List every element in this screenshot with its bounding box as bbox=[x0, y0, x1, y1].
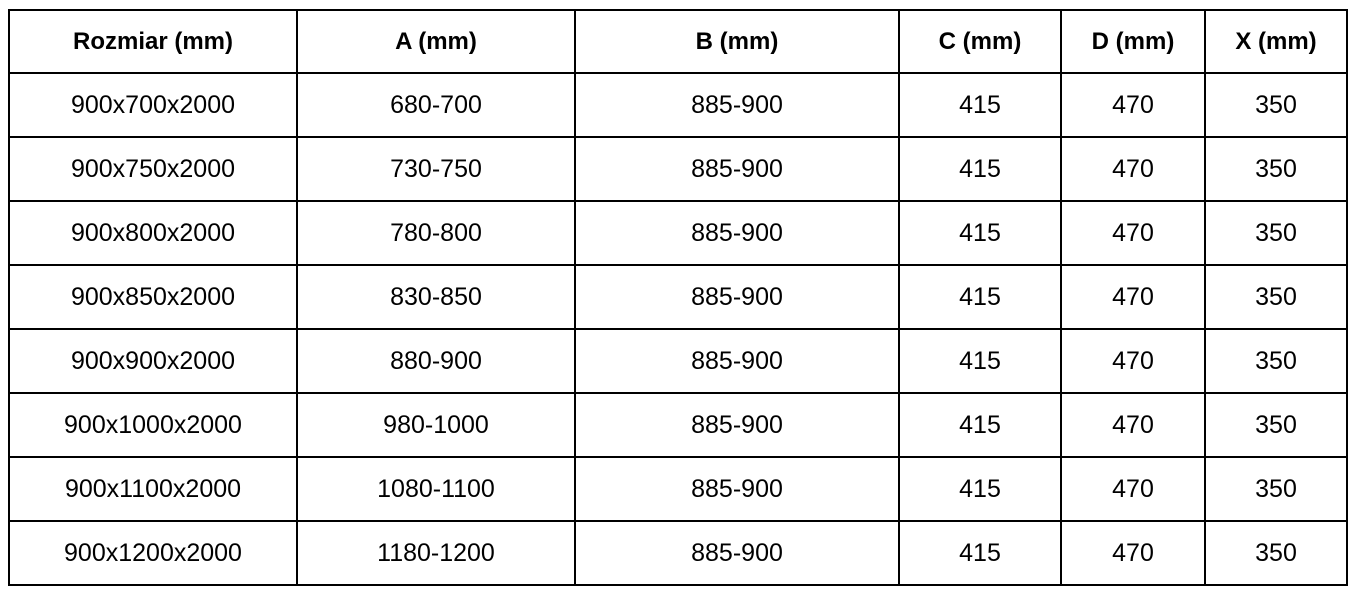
cell-b: 885-900 bbox=[574, 72, 900, 138]
cell-size: 900x1200x2000 bbox=[8, 520, 298, 586]
cell-c: 415 bbox=[898, 264, 1062, 330]
cell-a: 1180-1200 bbox=[296, 520, 576, 586]
table-row: 900x800x2000 780-800 885-900 415 470 350 bbox=[8, 200, 1348, 266]
cell-c: 415 bbox=[898, 72, 1062, 138]
cell-c: 415 bbox=[898, 200, 1062, 266]
cell-size: 900x800x2000 bbox=[8, 200, 298, 266]
table-row: 900x900x2000 880-900 885-900 415 470 350 bbox=[8, 328, 1348, 394]
cell-x: 350 bbox=[1204, 200, 1348, 266]
cell-size: 900x1100x2000 bbox=[8, 456, 298, 522]
cell-b: 885-900 bbox=[574, 136, 900, 202]
table-row: 900x1000x2000 980-1000 885-900 415 470 350 bbox=[8, 392, 1348, 458]
cell-b: 885-900 bbox=[574, 328, 900, 394]
cell-a: 780-800 bbox=[296, 200, 576, 266]
cell-c: 415 bbox=[898, 456, 1062, 522]
cell-d: 470 bbox=[1060, 328, 1206, 394]
cell-b: 885-900 bbox=[574, 456, 900, 522]
cell-x: 350 bbox=[1204, 136, 1348, 202]
header-a: A (mm) bbox=[296, 9, 576, 74]
cell-b: 885-900 bbox=[574, 520, 900, 586]
cell-x: 350 bbox=[1204, 392, 1348, 458]
header-b: B (mm) bbox=[574, 9, 900, 74]
cell-d: 470 bbox=[1060, 456, 1206, 522]
cell-x: 350 bbox=[1204, 264, 1348, 330]
cell-c: 415 bbox=[898, 520, 1062, 586]
table-row: 900x850x2000 830-850 885-900 415 470 350 bbox=[8, 264, 1348, 330]
cell-d: 470 bbox=[1060, 72, 1206, 138]
cell-size: 900x900x2000 bbox=[8, 328, 298, 394]
header-x: X (mm) bbox=[1204, 9, 1348, 74]
table-row: 900x1100x2000 1080-1100 885-900 415 470 350 bbox=[8, 456, 1348, 522]
cell-x: 350 bbox=[1204, 456, 1348, 522]
cell-c: 415 bbox=[898, 392, 1062, 458]
cell-size: 900x1000x2000 bbox=[8, 392, 298, 458]
header-size: Rozmiar (mm) bbox=[8, 9, 298, 74]
cell-x: 350 bbox=[1204, 72, 1348, 138]
cell-c: 415 bbox=[898, 136, 1062, 202]
cell-c: 415 bbox=[898, 328, 1062, 394]
dimensions-table: Rozmiar (mm) A (mm) B (mm) C (mm) D (mm)… bbox=[8, 9, 1348, 586]
cell-x: 350 bbox=[1204, 328, 1348, 394]
cell-a: 1080-1100 bbox=[296, 456, 576, 522]
cell-a: 730-750 bbox=[296, 136, 576, 202]
header-row: Rozmiar (mm) A (mm) B (mm) C (mm) D (mm)… bbox=[8, 9, 1348, 74]
cell-b: 885-900 bbox=[574, 392, 900, 458]
cell-d: 470 bbox=[1060, 392, 1206, 458]
cell-d: 470 bbox=[1060, 520, 1206, 586]
cell-size: 900x700x2000 bbox=[8, 72, 298, 138]
cell-b: 885-900 bbox=[574, 264, 900, 330]
cell-d: 470 bbox=[1060, 264, 1206, 330]
cell-d: 470 bbox=[1060, 200, 1206, 266]
cell-size: 900x750x2000 bbox=[8, 136, 298, 202]
cell-a: 830-850 bbox=[296, 264, 576, 330]
table-row: 900x750x2000 730-750 885-900 415 470 350 bbox=[8, 136, 1348, 202]
cell-b: 885-900 bbox=[574, 200, 900, 266]
cell-size: 900x850x2000 bbox=[8, 264, 298, 330]
header-c: C (mm) bbox=[898, 9, 1062, 74]
cell-x: 350 bbox=[1204, 520, 1348, 586]
cell-a: 980-1000 bbox=[296, 392, 576, 458]
cell-d: 470 bbox=[1060, 136, 1206, 202]
table-row: 900x1200x2000 1180-1200 885-900 415 470 350 bbox=[8, 520, 1348, 586]
cell-a: 680-700 bbox=[296, 72, 576, 138]
header-d: D (mm) bbox=[1060, 9, 1206, 74]
table-row: 900x700x2000 680-700 885-900 415 470 350 bbox=[8, 72, 1348, 138]
cell-a: 880-900 bbox=[296, 328, 576, 394]
